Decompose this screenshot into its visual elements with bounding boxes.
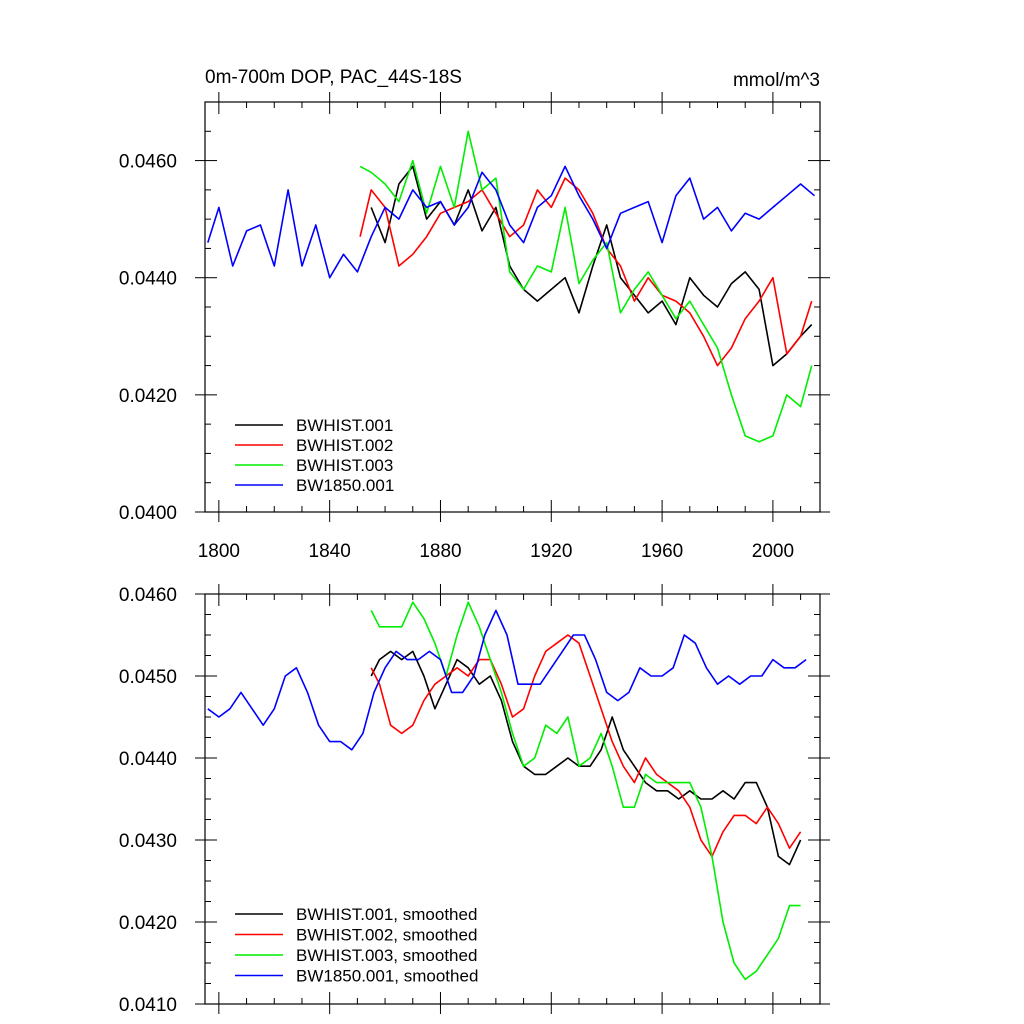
top-chart-units: mmol/m^3 <box>733 70 820 91</box>
series-line-3 <box>359 130 813 443</box>
x-tick-label: 2000 <box>752 541 794 562</box>
x-tick-label: 1840 <box>309 541 351 562</box>
bottom-series-lines <box>207 601 807 981</box>
bottom-legend: BWHIST.001, smoothed BWHIST.002, smoothed… <box>235 905 478 986</box>
y-tick-label: 0.0460 <box>119 585 177 606</box>
y-tick-label: 0.0450 <box>119 667 177 688</box>
y-tick-label: 0.0460 <box>119 152 177 173</box>
legend-label: BW1850.001, smoothed <box>296 967 478 986</box>
top-chart-title: 0m-700m DOP, PAC_44S-18S <box>205 67 462 88</box>
legend-label: BWHIST.002, smoothed <box>296 926 477 945</box>
legend-label: BWHIST.002 <box>296 436 393 455</box>
x-tick-label: 1880 <box>419 541 461 562</box>
series-line-2 <box>370 634 802 858</box>
y-tick-label: 0.0420 <box>119 386 177 407</box>
bottom-chart-panel: 0.0410 0.0420 0.0430 0.0440 0.0450 0.0460 BWH… <box>119 584 830 1016</box>
x-tick-label: 1920 <box>530 541 572 562</box>
series-line-2 <box>359 177 813 367</box>
legend-label: BWHIST.001, smoothed <box>296 905 477 924</box>
y-tick-label: 0.0420 <box>119 913 177 934</box>
top-plot-frame <box>204 101 821 513</box>
legend-label: BWHIST.001 <box>296 416 393 435</box>
series-line-4 <box>207 165 816 279</box>
bottom-axes: 0.0410 0.0420 0.0430 0.0440 0.0450 0.0460 <box>119 584 830 1016</box>
x-tick-label: 1800 <box>198 541 240 562</box>
y-tick-label: 0.0440 <box>119 749 177 770</box>
y-tick-label: 0.0430 <box>119 831 177 852</box>
bottom-plot-frame <box>204 593 821 1005</box>
series-line-4 <box>207 609 807 751</box>
series-line-1 <box>370 165 813 367</box>
top-axes: 1800 1840 1880 1920 1960 2000 0.0400 0.0420 0.04… <box>119 92 830 562</box>
series-line-1 <box>370 650 802 866</box>
top-chart-panel: 0m-700m DOP, PAC_44S-18S mmol/m^3 1800 18… <box>119 67 830 562</box>
top-series-lines <box>207 130 816 443</box>
legend-label: BWHIST.003, smoothed <box>296 946 477 965</box>
x-tick-label: 1960 <box>641 541 683 562</box>
y-tick-label: 0.0440 <box>119 269 177 290</box>
y-tick-label: 0.0410 <box>119 995 177 1016</box>
y-tick-label: 0.0400 <box>119 503 177 524</box>
legend-label: BWHIST.003 <box>296 456 393 475</box>
legend-label: BW1850.001 <box>296 476 394 495</box>
